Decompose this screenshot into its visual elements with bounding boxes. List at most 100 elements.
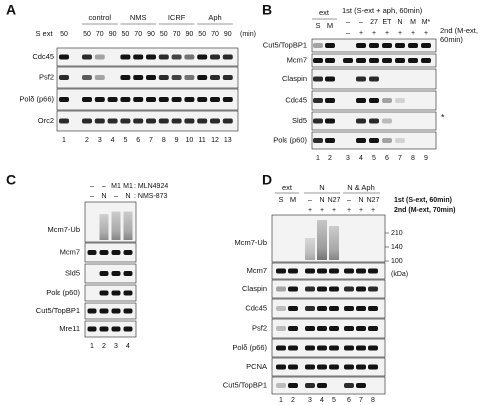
band: [276, 306, 286, 311]
band: [356, 76, 366, 82]
band: [421, 43, 431, 48]
row-label: Mcm7-Ub: [234, 238, 267, 247]
band: [382, 43, 392, 48]
treatment-label: 1st (S-ext, 60min): [394, 197, 452, 204]
band: [344, 306, 354, 311]
band: [356, 286, 366, 292]
lane-number: 12: [211, 137, 219, 144]
band: [87, 308, 97, 314]
lane-header: S: [278, 195, 283, 204]
band: [325, 138, 335, 143]
row-label: Orc2: [38, 116, 54, 125]
band: [288, 364, 298, 370]
row-label: Cdc45: [285, 95, 307, 104]
band: [305, 326, 315, 331]
blot-strip: [84, 284, 137, 302]
band: [99, 290, 109, 296]
band: [356, 326, 366, 331]
band: [368, 345, 378, 351]
lane-number: 13: [224, 137, 232, 144]
band: [368, 268, 378, 274]
band: [317, 306, 327, 311]
band: [197, 75, 208, 80]
row-label: Polδ (p66): [232, 343, 267, 352]
lane-header: –: [114, 193, 118, 200]
blot-strip: [84, 320, 137, 338]
blot-strip: [271, 376, 386, 395]
band: [344, 345, 354, 351]
lane-number: 9: [424, 155, 428, 162]
lane-header: +: [347, 207, 351, 214]
band: [369, 98, 379, 103]
band: [171, 118, 182, 124]
lane-header: N: [319, 197, 324, 204]
lane-header: N: [397, 19, 402, 26]
marker-label: 140: [391, 244, 403, 251]
band: [276, 345, 286, 351]
band: [120, 97, 131, 102]
time-label: 90: [109, 31, 117, 38]
lane-header: –: [90, 183, 94, 190]
band: [276, 268, 286, 274]
lane-number: 5: [123, 137, 127, 144]
row-label: Cut5/TopBP1: [36, 306, 80, 315]
lane-header: M: [410, 19, 416, 26]
band: [82, 118, 92, 124]
band: [87, 250, 97, 255]
band: [356, 383, 366, 388]
band: [120, 54, 131, 60]
band: [368, 326, 378, 331]
time-label: 70: [173, 31, 181, 38]
band: [288, 268, 298, 274]
lane-header: –: [359, 19, 363, 26]
lane-number: 1: [62, 137, 66, 144]
band: [276, 364, 286, 370]
band: [395, 43, 405, 48]
band: [276, 383, 286, 388]
band: [317, 364, 327, 370]
lane-number: 5: [372, 155, 376, 162]
time-label: 50: [160, 31, 168, 38]
band: [210, 118, 220, 124]
lane-number: 4: [126, 343, 130, 350]
unit-label: (min): [240, 31, 256, 38]
lane-number: 2: [102, 343, 106, 350]
band: [317, 268, 327, 274]
lane-header: +: [320, 207, 324, 214]
band: [184, 118, 195, 124]
band: [382, 138, 392, 143]
band: [171, 54, 182, 60]
band: [356, 138, 366, 143]
band: [133, 97, 144, 102]
lane-number: 3: [114, 343, 118, 350]
row-label: Cdc45: [32, 52, 54, 61]
band: [111, 308, 121, 314]
lane-header: +: [359, 30, 363, 37]
lane-number: 8: [371, 397, 375, 404]
band: [395, 138, 405, 143]
band: [368, 364, 378, 370]
band: [146, 118, 156, 124]
group-label: ICRF: [168, 13, 186, 22]
band: [59, 118, 69, 124]
lane-number: 6: [385, 155, 389, 162]
band: [288, 326, 298, 331]
band: [133, 54, 144, 60]
time-label: 90: [224, 31, 232, 38]
lane-number: 7: [398, 155, 402, 162]
band: [313, 58, 323, 63]
band: [288, 286, 298, 292]
band: [210, 54, 220, 60]
band: [317, 383, 327, 388]
band: [313, 76, 323, 82]
panel-label: D: [262, 172, 272, 188]
lane-header: +: [424, 30, 428, 37]
band: [329, 286, 339, 292]
time-label: 50: [198, 31, 206, 38]
band: [313, 138, 323, 143]
band: [99, 271, 109, 276]
band: [356, 268, 366, 274]
time-label: 70: [96, 31, 104, 38]
treatment-label: : NMS-873: [134, 193, 168, 200]
